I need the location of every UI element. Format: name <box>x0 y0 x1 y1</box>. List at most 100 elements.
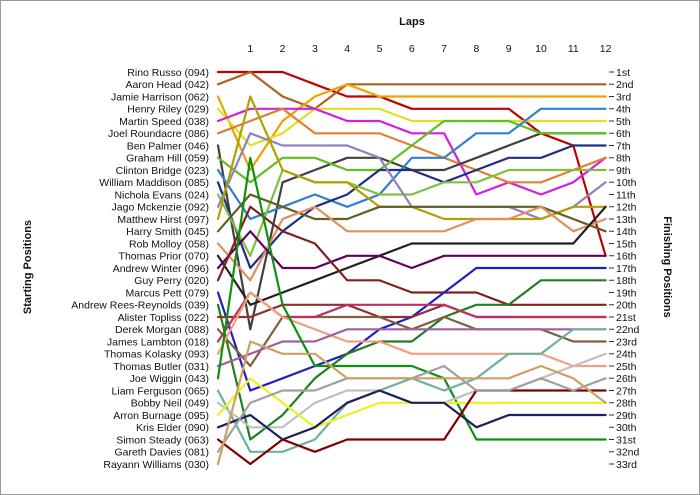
finishing-position-label: 3rd <box>616 91 631 103</box>
series-line <box>216 340 607 466</box>
lap-tick-label: 5 <box>377 43 383 55</box>
finishing-position-label: 24th <box>616 349 637 361</box>
series-line <box>216 156 607 441</box>
series-line <box>216 119 607 184</box>
lap-tick-labels: 1 2 3 4 5 6 7 8 9 10 11 12 <box>247 43 611 55</box>
finishing-position-label: 17th <box>616 263 637 275</box>
starting-position-label: Matthew Hirst (097) <box>117 214 209 226</box>
finishing-position-label: 23rd <box>616 336 637 348</box>
starting-position-label: Harry Smith (045) <box>126 226 209 238</box>
starting-position-label: Rayann Williams (030) <box>103 459 209 471</box>
lap-tick-label: 7 <box>441 43 447 55</box>
starting-position-label: Gareth Davies (081) <box>114 447 209 459</box>
starting-position-label: Derek Morgan (088) <box>115 324 209 336</box>
series-line <box>216 389 607 466</box>
finishing-position-label: 29th <box>616 410 637 422</box>
lap-tick-label: 9 <box>506 43 512 55</box>
finishing-position-label: 26th <box>616 373 637 385</box>
starting-position-label: Martin Speed (038) <box>119 116 209 128</box>
series-line <box>216 230 607 270</box>
finishing-position-label: 19th <box>616 287 637 299</box>
finishing-position-label: 12th <box>616 202 637 214</box>
right-axis-title: Finishing Positions <box>661 216 673 317</box>
finishing-position-label: 5th <box>616 116 631 128</box>
starting-position-label: Henry Riley (029) <box>127 104 209 116</box>
starting-position-label: Clinton Bridge (023) <box>116 165 209 177</box>
starting-position-label: Liam Ferguson (065) <box>112 385 209 397</box>
lap-tick-label: 2 <box>280 43 286 55</box>
finishing-position-label: 32nd <box>616 447 640 459</box>
starting-position-label: Jago Mckenzie (092) <box>112 202 209 214</box>
series-line <box>216 328 607 368</box>
finishing-position-label: 16th <box>616 251 637 263</box>
series-line <box>216 205 607 306</box>
series-line <box>216 205 607 282</box>
starting-position-label: Rob Molloy (058) <box>129 238 209 250</box>
series-line <box>216 279 607 441</box>
finishing-position-label: 10th <box>616 177 637 189</box>
starting-position-label: Marcus Pett (079) <box>126 287 209 299</box>
finishing-position-label: 14th <box>616 226 637 238</box>
finishing-position-label: 30th <box>616 422 637 434</box>
starting-position-label: Thomas Butler (031) <box>113 361 209 373</box>
series-line <box>216 107 607 147</box>
starting-position-label: Rino Russo (094) <box>127 67 209 79</box>
finishing-position-label: 21st <box>616 312 636 324</box>
starting-position-label: Andrew Winter (096) <box>113 263 209 275</box>
starting-position-label: Aaron Head (042) <box>126 79 209 91</box>
starting-position-label: Andrew Rees-Reynolds (039) <box>71 300 209 312</box>
lap-tick-label: 4 <box>344 43 350 55</box>
finishing-position-label: 18th <box>616 275 637 287</box>
finishing-position-labels: 1st2nd3rd4th5th6th7th8th9th10th11th12th1… <box>609 67 640 471</box>
starting-position-label: Kris Elder (090) <box>136 422 209 434</box>
lap-tick-label: 12 <box>600 43 612 55</box>
finishing-position-label: 28th <box>616 398 637 410</box>
lap-tick-label: 11 <box>568 43 579 55</box>
finishing-position-label: 20th <box>616 300 637 312</box>
finishing-position-label: 9th <box>616 165 631 177</box>
starting-position-label: Alister Topliss (022) <box>118 312 209 324</box>
lap-tick-label: 8 <box>473 43 479 55</box>
starting-position-label: James Lambton (018) <box>107 336 209 348</box>
lap-tick-label: 3 <box>312 43 318 55</box>
left-axis-title: Starting Positions <box>22 220 34 314</box>
starting-position-label: Arron Burnage (095) <box>113 410 209 422</box>
starting-position-label: Thomas Kolasky (093) <box>104 349 209 361</box>
series-line <box>216 205 607 306</box>
series-line <box>216 70 607 110</box>
starting-position-label: Jamie Harrison (062) <box>111 91 209 103</box>
starting-position-label: Ben Palmer (046) <box>127 140 209 152</box>
finishing-position-label: 27th <box>616 385 637 397</box>
series-line <box>216 83 607 172</box>
finishing-position-label: 4th <box>616 104 631 116</box>
finishing-position-label: 22nd <box>616 324 640 336</box>
finishing-position-label: 11th <box>616 189 636 201</box>
starting-position-label: Thomas Prior (070) <box>119 251 209 263</box>
lap-tick-label: 1 <box>247 43 253 55</box>
lap-tick-label: 6 <box>409 43 415 55</box>
lap-tick-label: 10 <box>535 43 547 55</box>
starting-position-label: Bobby Neil (049) <box>131 398 209 410</box>
finishing-position-label: 31st <box>616 434 636 446</box>
finishing-position-label: 6th <box>616 128 631 140</box>
series-lines <box>216 70 607 466</box>
starting-position-labels: Rino Russo (094)Aaron Head (042)Jamie Ha… <box>71 67 209 471</box>
starting-position-label: Graham Hill (059) <box>126 153 209 165</box>
finishing-position-label: 1st <box>616 67 630 79</box>
starting-position-label: Joel Roundacre (086) <box>108 128 209 140</box>
finishing-position-label: 2nd <box>616 79 634 91</box>
starting-position-label: Joe Wiggin (043) <box>130 373 209 385</box>
starting-position-label: Guy Perry (020) <box>134 275 209 287</box>
finishing-position-label: 15th <box>616 238 637 250</box>
starting-position-label: Simon Steady (063) <box>116 434 209 446</box>
starting-position-label: Nichola Evans (024) <box>114 189 209 201</box>
finishing-position-label: 33rd <box>616 459 637 471</box>
finishing-position-label: 7th <box>616 140 631 152</box>
starting-position-label: William Maddison (085) <box>99 177 209 189</box>
chart-title: Laps <box>399 16 425 28</box>
finishing-position-label: 13th <box>616 214 637 226</box>
finishing-position-label: 8th <box>616 153 631 165</box>
finishing-position-label: 25th <box>616 361 637 373</box>
